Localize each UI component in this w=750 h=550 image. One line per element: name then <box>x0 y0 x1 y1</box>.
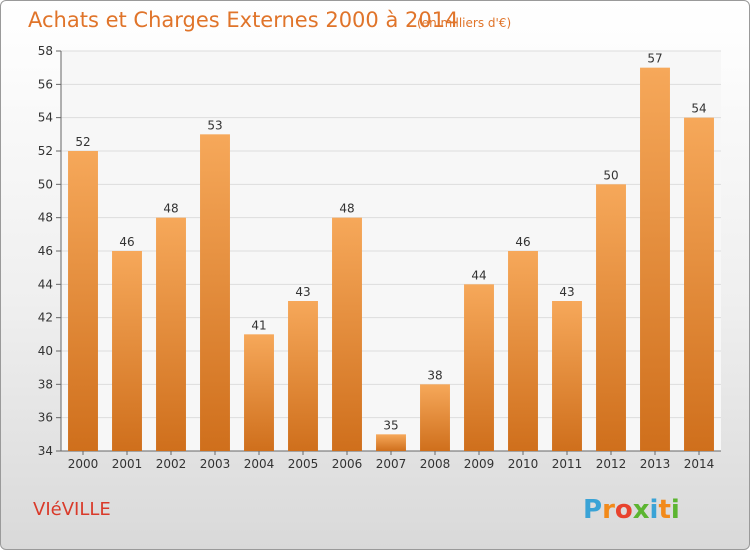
x-tick-label: 2005 <box>288 457 319 471</box>
chart-subtitle: (en milliers d'€) <box>417 16 511 30</box>
bar <box>112 251 142 451</box>
logo-letter: x <box>633 495 650 525</box>
x-tick-label: 2014 <box>684 457 715 471</box>
y-tick-label: 52 <box>38 144 53 158</box>
bar <box>200 134 230 452</box>
bar-value-label: 46 <box>515 235 530 249</box>
x-tick-label: 2003 <box>200 457 231 471</box>
y-tick-label: 40 <box>38 344 53 358</box>
y-tick-label: 44 <box>38 277 53 291</box>
x-tick-label: 2007 <box>376 457 407 471</box>
x-tick-label: 2002 <box>156 457 187 471</box>
bar-value-label: 43 <box>559 285 574 299</box>
bar-value-label: 50 <box>603 168 618 182</box>
y-tick-label: 46 <box>38 244 53 258</box>
x-tick-label: 2008 <box>420 457 451 471</box>
y-tick-label: 34 <box>38 444 53 458</box>
bar-value-label: 35 <box>383 418 398 432</box>
town-name: VIéVILLE <box>33 499 111 520</box>
y-tick-label: 36 <box>38 411 53 425</box>
logo-letter: i <box>650 495 659 525</box>
logo-letter: t <box>658 495 670 525</box>
bar <box>332 217 362 451</box>
x-tick-label: 2001 <box>112 457 143 471</box>
bar <box>244 334 274 451</box>
bar-value-label: 48 <box>163 202 178 216</box>
x-tick-label: 2011 <box>552 457 583 471</box>
plot-area: 34 36 38 40 42 44 46 48 50 52 54 56 58 52 2000 46 2001 48… <box>38 44 721 471</box>
bar <box>376 434 406 451</box>
x-tick-label: 2012 <box>596 457 627 471</box>
y-tick-label: 50 <box>38 177 53 191</box>
bar-value-label: 46 <box>119 235 134 249</box>
logo-letter: r <box>602 495 615 525</box>
y-tick-label: 48 <box>38 211 53 225</box>
bar-value-label: 43 <box>295 285 310 299</box>
y-tick-label: 56 <box>38 77 53 91</box>
logo-letter: P <box>583 495 602 525</box>
bar-value-label: 38 <box>427 368 442 382</box>
bar <box>508 251 538 451</box>
chart-title: Achats et Charges Externes 2000 à 2014 <box>28 8 458 32</box>
logo-letter: i <box>671 495 680 525</box>
x-tick-label: 2009 <box>464 457 495 471</box>
logo-letter: o <box>615 495 633 525</box>
y-tick-label: 54 <box>38 111 53 125</box>
bar <box>596 184 626 452</box>
y-tick-label: 38 <box>38 377 53 391</box>
x-tick-label: 2010 <box>508 457 539 471</box>
bar <box>288 301 318 451</box>
x-tick-label: 2006 <box>332 457 363 471</box>
bar <box>420 384 450 451</box>
bar-value-label: 53 <box>207 118 222 132</box>
bar-value-label: 57 <box>647 52 662 66</box>
x-tick-label: 2004 <box>244 457 275 471</box>
bar <box>68 151 98 451</box>
y-tick-label: 58 <box>38 44 53 58</box>
bar-value-label: 41 <box>251 318 266 332</box>
bar-value-label: 54 <box>691 102 706 116</box>
y-tick-label: 42 <box>38 311 53 325</box>
bar <box>156 217 186 451</box>
bar-value-label: 48 <box>339 202 354 216</box>
bar <box>684 117 714 452</box>
bar-value-label: 44 <box>471 268 486 282</box>
bar <box>552 301 582 451</box>
x-tick-label: 2000 <box>68 457 99 471</box>
bar <box>640 67 670 452</box>
x-tick-label: 2013 <box>640 457 671 471</box>
bar-value-label: 52 <box>75 135 90 149</box>
proxiti-logo: Proxiti <box>583 495 680 525</box>
bar <box>464 284 494 451</box>
